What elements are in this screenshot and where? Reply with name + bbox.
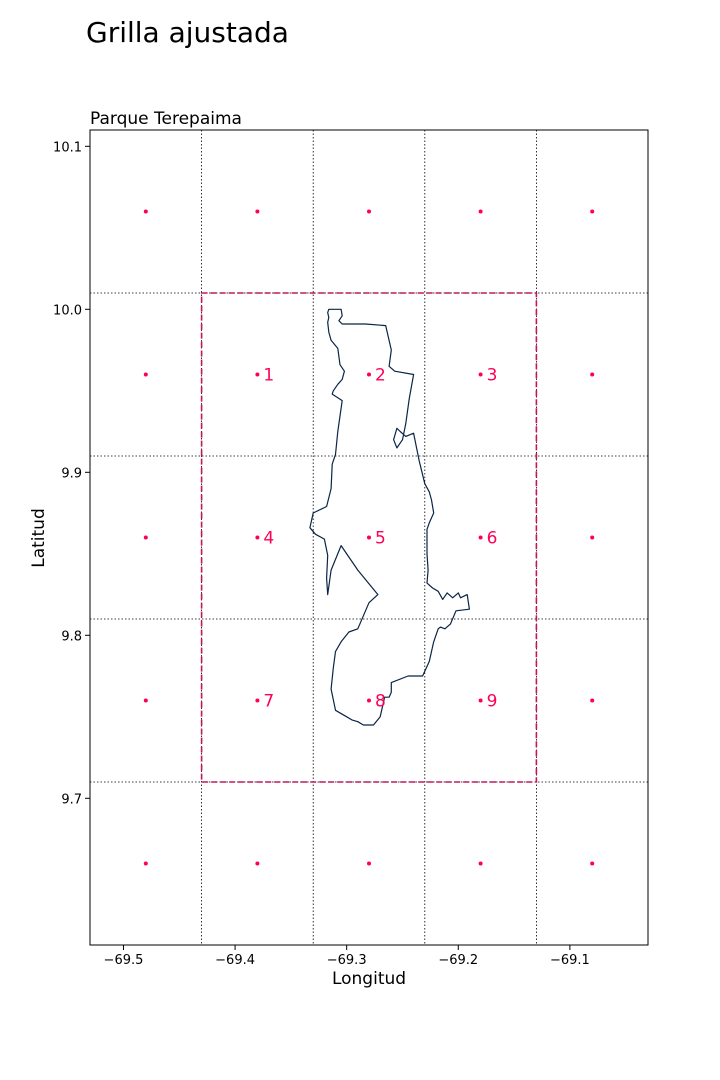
x-tick-label: −69.1	[550, 953, 590, 968]
grid-point	[590, 861, 595, 866]
grid-point	[367, 372, 371, 377]
y-tick-label: 10.1	[53, 140, 82, 155]
cell-label: 4	[263, 529, 274, 549]
x-axis-label: Longitud	[332, 969, 406, 989]
grid-point	[367, 209, 371, 214]
grid-point	[478, 535, 483, 540]
grid-point	[255, 535, 260, 540]
cell-label: 5	[375, 529, 386, 549]
grid-point	[255, 372, 260, 377]
grid-point	[478, 209, 483, 214]
cell-label: 7	[263, 692, 274, 712]
adjusted-grid-box	[200, 292, 538, 783]
x-tick-label: −69.2	[438, 953, 478, 968]
adjusted-box-outline	[200, 292, 538, 783]
x-tick-label: −69.4	[215, 953, 255, 968]
grid-point	[255, 698, 260, 703]
y-tick-label: 9.9	[61, 466, 82, 481]
grid-point	[478, 698, 483, 703]
park-outline	[309, 308, 470, 726]
x-tick-label: −69.3	[327, 953, 367, 968]
grid-point	[255, 209, 260, 214]
park-outline-layer	[309, 308, 470, 726]
grid-point	[143, 209, 148, 214]
grid-point	[367, 861, 371, 866]
grid-point	[143, 372, 148, 377]
chart-subtitle: Parque Terepaima	[90, 109, 242, 129]
y-tick-label: 9.8	[61, 629, 82, 644]
cell-labels: 1 2 3 4 5 6 7 8 9	[263, 366, 497, 712]
y-tick-label: 10.0	[53, 303, 82, 318]
grid-points	[143, 209, 595, 866]
grid-point	[590, 209, 595, 214]
grid-point	[478, 372, 483, 377]
grid-point	[143, 698, 148, 703]
grid-point	[590, 698, 595, 703]
grid-point	[143, 535, 148, 540]
plot-frame	[89, 129, 649, 946]
x-tick-label: −69.5	[104, 953, 144, 968]
grid-point	[590, 372, 595, 377]
grid-point	[255, 861, 260, 866]
cell-label: 9	[487, 692, 498, 712]
cell-label: 8	[375, 692, 386, 712]
cell-label: 6	[487, 529, 498, 549]
y-axis-label: Latitud	[29, 508, 49, 568]
grid-point	[590, 535, 595, 540]
y-axis-ticks: 9.7 9.8 9.9 10.0 10.1	[53, 140, 90, 807]
grid-point	[367, 535, 371, 540]
cell-label: 1	[263, 366, 274, 386]
figure-title: Grilla ajustada	[86, 16, 289, 49]
x-axis-ticks: −69.5 −69.4 −69.3 −69.2 −69.1	[104, 945, 590, 968]
cell-label: 2	[375, 366, 386, 386]
cell-label: 3	[487, 366, 498, 386]
y-tick-label: 9.7	[61, 792, 82, 807]
grid-point	[478, 861, 483, 866]
grid-point	[143, 861, 148, 866]
grid-point	[367, 698, 371, 703]
